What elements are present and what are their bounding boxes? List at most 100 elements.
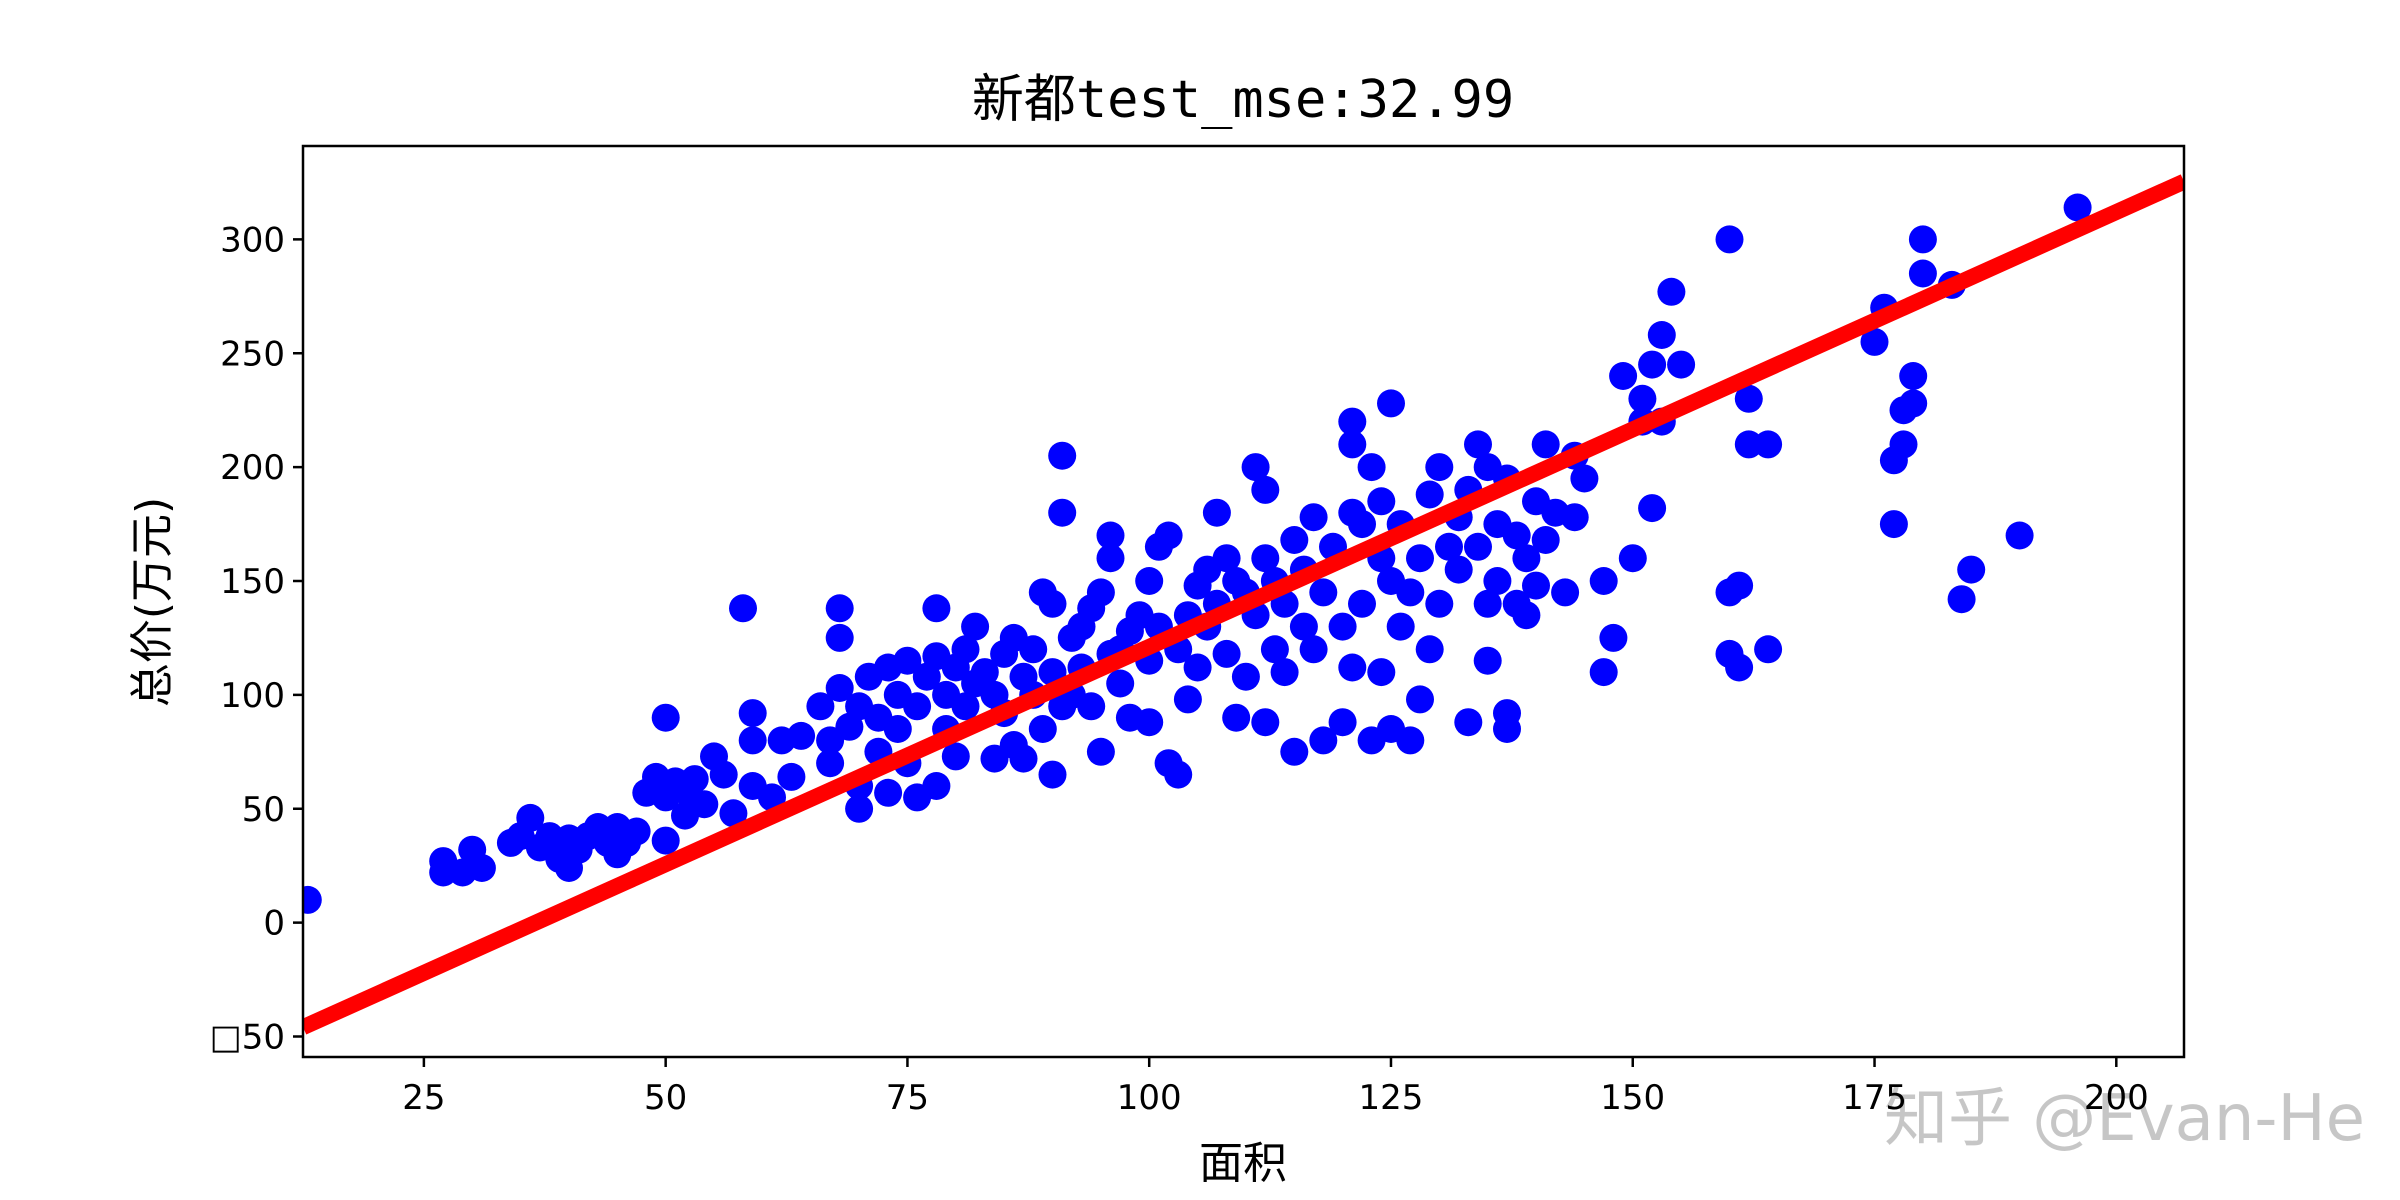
data-point [1754, 635, 1783, 664]
data-point [1338, 430, 1367, 459]
y-tick-label: 200 [220, 448, 285, 488]
data-point [1734, 430, 1763, 459]
data-point [1889, 430, 1918, 459]
data-point [1609, 362, 1638, 390]
data-point [2063, 193, 2092, 222]
data-point [1367, 487, 1396, 516]
data-point [709, 760, 738, 789]
data-point [1048, 498, 1077, 527]
data-point [622, 817, 651, 846]
data-point [1202, 498, 1231, 527]
y-tick-label: 0 [263, 904, 285, 944]
data-point [1328, 708, 1357, 737]
data-point [1270, 658, 1299, 687]
data-point [941, 742, 970, 771]
data-point [1899, 389, 1928, 418]
data-point [1222, 703, 1251, 732]
data-point [1328, 612, 1357, 641]
data-point [951, 635, 980, 664]
data-point [1106, 669, 1135, 698]
data-point [1899, 362, 1928, 390]
data-point [1522, 571, 1550, 600]
data-point [758, 783, 786, 812]
data-point [1183, 653, 1212, 682]
data-point [777, 762, 806, 791]
data-point [1038, 589, 1067, 618]
data-point [893, 646, 922, 675]
data-point [1077, 692, 1106, 721]
data-point [680, 765, 709, 794]
x-tick-label: 25 [402, 1078, 445, 1118]
data-point [1086, 578, 1115, 607]
data-point [1531, 526, 1560, 554]
data-point [1028, 715, 1057, 743]
data-point [1009, 744, 1038, 773]
data-point [1589, 567, 1618, 595]
x-tick-label: 50 [644, 1078, 687, 1118]
data-point [1512, 601, 1541, 630]
data-point [1560, 503, 1589, 532]
x-axis: 25 50 75 100 125 150 175 200 [402, 1057, 2149, 1118]
data-point [1135, 567, 1164, 595]
data-point [1338, 653, 1367, 682]
data-point [1638, 350, 1667, 379]
data-point [1289, 612, 1318, 641]
data-point [1251, 544, 1280, 573]
x-tick-label: 75 [886, 1078, 929, 1118]
data-point [1280, 737, 1309, 766]
data-point [825, 674, 854, 702]
data-point [922, 772, 951, 800]
data-point [816, 749, 845, 778]
data-point [651, 703, 680, 732]
data-point [1908, 225, 1937, 254]
data-point [1657, 277, 1686, 306]
x-axis-label: 面积 [1199, 1138, 1287, 1189]
data-point [1299, 635, 1328, 664]
data-point [1473, 589, 1502, 618]
x-tick-label: 150 [1600, 1078, 1665, 1118]
data-point [429, 858, 458, 887]
y-tick-label: 50 [242, 790, 285, 830]
data-point [1502, 521, 1531, 550]
y-tick-label: 100 [220, 676, 285, 716]
data-point [738, 726, 767, 755]
data-point [1309, 726, 1338, 755]
data-point [1589, 658, 1618, 687]
data-point [1406, 685, 1434, 714]
data-point [1415, 635, 1444, 664]
data-point [1173, 685, 1202, 714]
data-point [1483, 567, 1512, 595]
regression-line [303, 174, 2184, 1035]
data-point [1531, 430, 1560, 459]
y-tick-label: □50 [210, 1018, 285, 1058]
data-point [1725, 653, 1754, 682]
data-point [1754, 430, 1783, 459]
data-point [1667, 350, 1696, 379]
data-point [1135, 708, 1164, 737]
data-point [1212, 544, 1241, 573]
data-point [1725, 571, 1754, 600]
data-point [1512, 544, 1541, 573]
data-point [1464, 532, 1492, 561]
data-point [1638, 494, 1667, 523]
data-point [1957, 555, 1986, 584]
x-tick-label: 200 [2084, 1078, 2149, 1118]
data-point [845, 794, 874, 823]
data-point [1241, 453, 1270, 482]
data-point [1618, 544, 1647, 573]
data-point [1396, 726, 1425, 755]
data-point [1715, 225, 1744, 254]
data-point [1299, 503, 1328, 532]
y-axis-label: 总价(万元) [127, 497, 178, 707]
data-point [1570, 464, 1599, 493]
y-axis: □50 0 50 100 150 200 250 300 [210, 220, 303, 1058]
data-point [516, 803, 545, 832]
data-point [951, 692, 980, 721]
data-point [1473, 646, 1502, 675]
data-point [1406, 544, 1434, 573]
data-point [2005, 521, 2034, 550]
data-point [1212, 639, 1241, 668]
data-point [1367, 658, 1396, 687]
data-point [1357, 453, 1386, 482]
